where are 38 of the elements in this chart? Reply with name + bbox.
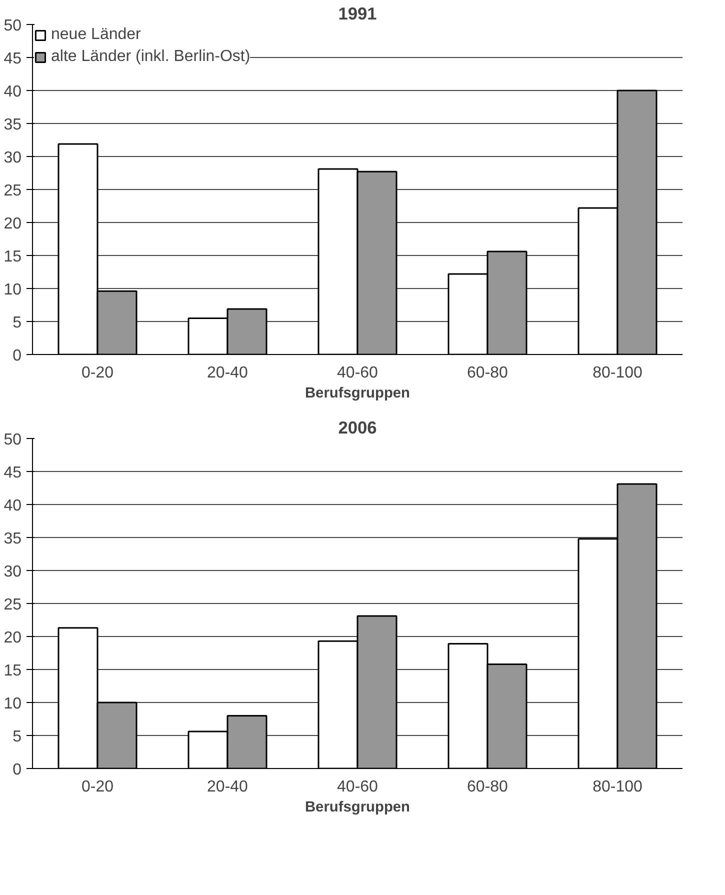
chart-title: 1991 (338, 4, 378, 24)
y-tick-label: 5 (12, 728, 22, 746)
y-tick-label: 40 (4, 498, 22, 514)
y-tick-label: 35 (4, 116, 22, 134)
y-tick-label: 0 (12, 348, 22, 364)
x-tick-label: 80-100 (592, 778, 643, 796)
y-tick-label: 25 (4, 182, 22, 200)
y-tick-label: 0 (12, 762, 22, 778)
y-tick-label: 10 (4, 282, 22, 298)
y-tick-label: 30 (4, 150, 22, 166)
y-tick-label: 15 (4, 248, 22, 266)
x-axis-title: Berufsgruppen (304, 386, 410, 402)
y-tick-label: 20 (4, 630, 22, 646)
y-tick-label: 15 (4, 662, 22, 680)
x-tick-label: 0-20 (81, 364, 114, 382)
x-tick-label: 60-80 (467, 778, 508, 796)
legend-label: neue Länder (51, 26, 141, 44)
y-tick-label: 10 (4, 696, 22, 712)
chart-title: 2006 (338, 418, 378, 438)
x-tick-label: 60-80 (467, 364, 508, 382)
y-tick-label: 40 (4, 84, 22, 100)
x-tick-label: 80-100 (592, 364, 643, 382)
y-tick-label: 50 (4, 432, 22, 448)
y-tick-label: 45 (4, 464, 22, 482)
x-tick-label: 20-40 (207, 778, 248, 796)
y-tick-label: 45 (4, 50, 22, 68)
legend-label: alte Länder (inkl. Berlin-Ost) (51, 48, 250, 66)
y-tick-label: 30 (4, 564, 22, 580)
x-tick-label: 40-60 (337, 364, 378, 382)
y-tick-label: 5 (12, 314, 22, 332)
x-tick-label: 40-60 (337, 778, 378, 796)
y-tick-label: 25 (4, 596, 22, 614)
y-tick-label: 50 (4, 18, 22, 34)
x-tick-label: 20-40 (207, 364, 248, 382)
y-tick-label: 35 (4, 530, 22, 548)
y-tick-label: 20 (4, 216, 22, 232)
x-axis-title: Berufsgruppen (304, 800, 410, 816)
x-tick-label: 0-20 (81, 778, 114, 796)
